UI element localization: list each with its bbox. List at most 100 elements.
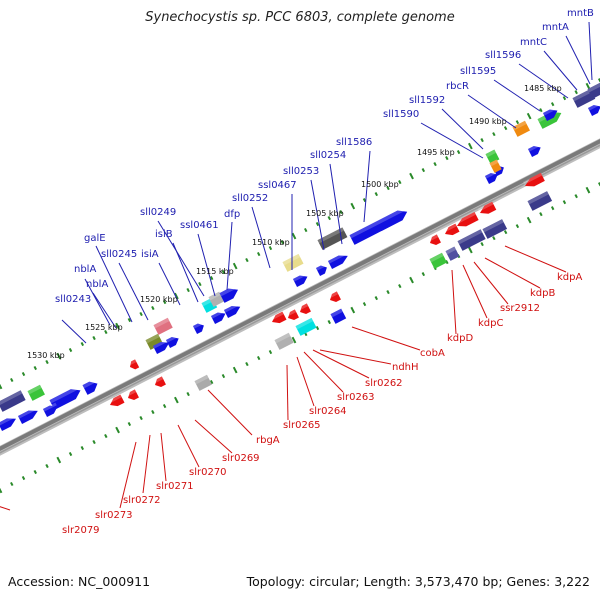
fwd-inner-gene-4-shape [152, 341, 170, 355]
map-title: Synechocystis sp. PCC 6803, complete gen… [145, 10, 455, 25]
leader-mntC [543, 50, 578, 91]
leader-kdpB [484, 257, 541, 289]
rev-gene-9-shade [442, 223, 457, 233]
leader-slr0270 [177, 424, 200, 468]
fwd-gene-6-shade [153, 317, 170, 329]
fwd-inner-gene-6-shape [192, 323, 204, 335]
tick-mark [515, 120, 520, 125]
tick-mark [492, 132, 496, 137]
tick-mark [585, 186, 591, 194]
tick-mark [503, 126, 508, 131]
feature-box-2-shape [274, 332, 294, 350]
tick-mark [445, 156, 449, 161]
feature-box-3 [295, 317, 317, 336]
fwd-gene-12 [349, 206, 408, 245]
tick-mark [115, 426, 120, 434]
tick-mark [151, 409, 155, 415]
fwd-gene-1-shade [0, 390, 23, 406]
fwd-gene-11-shade [317, 227, 345, 244]
rev-gene-9 [442, 223, 460, 236]
accession-text: Accession: NC_000911 [8, 574, 151, 589]
fwd-gene-12-shade [349, 206, 407, 239]
fwd-gene-9-shade [219, 284, 238, 297]
leader-sll0254 [329, 163, 343, 245]
rev-gene-3 [152, 376, 166, 387]
rev-gene-3-shade [152, 376, 164, 384]
rev-gene-6-shape [288, 309, 299, 320]
rev-gene-3-shape [155, 376, 166, 387]
rev-gene-6 [285, 309, 299, 320]
leader-sll1592 [441, 108, 484, 150]
rev-gene-6-shade [285, 309, 297, 317]
tick-mark [445, 260, 449, 265]
gene-label-rbgA: rbgA [256, 435, 280, 446]
leader-kdpC [462, 264, 488, 319]
tick-mark [362, 302, 367, 307]
rev-gene-11-shape [480, 201, 497, 214]
genome-backbone [0, 138, 600, 456]
tick-mark [562, 200, 567, 205]
tick-mark [174, 292, 179, 300]
gene-label-slr0262: slr0262 [365, 378, 403, 389]
fwd-gene-8-shape [208, 291, 225, 307]
tick-mark [127, 317, 132, 323]
feature-box-11-shape [489, 159, 502, 173]
tick-mark [421, 272, 426, 277]
tick-mark [374, 192, 378, 197]
gene-label-sll1595: sll1595 [460, 66, 496, 77]
fwd-inner-gene-12 [484, 170, 498, 185]
fwd-inner-gene-11 [327, 251, 348, 270]
rev-gene-2-shape [128, 389, 139, 400]
feature-box-4 [330, 308, 347, 324]
leader-sll0252 [251, 206, 271, 269]
fwd-inner-gene-3 [42, 402, 58, 418]
tick-mark [92, 439, 96, 445]
tick-mark [374, 296, 378, 301]
tick-mark [174, 396, 179, 404]
gene-label-slr0271: slr0271 [156, 481, 194, 492]
feature-box-7-shade [457, 229, 483, 245]
fwd-gene-10-shade [282, 253, 301, 266]
tick-mark [232, 262, 238, 270]
fwd-inner-gene-3-shape [42, 405, 58, 418]
gene-label-dfp: dfp [224, 209, 240, 220]
fwd-inner-gene-9-shape [292, 275, 308, 288]
fwd-inner-gene-16 [587, 102, 600, 117]
rev-gene-2-shade [125, 389, 137, 397]
tick-mark [256, 252, 261, 257]
fwd-inner-gene-10 [315, 263, 327, 277]
tick-mark [268, 246, 273, 251]
fwd-inner-gene-14-shade [527, 143, 540, 152]
tick-mark [56, 352, 62, 360]
fwd-inner-gene-3-shade [42, 402, 57, 412]
tick-mark [315, 326, 320, 331]
feature-box-2 [274, 332, 294, 350]
fwd-inner-gene-2-shape [17, 410, 38, 425]
tick-mark [574, 194, 578, 199]
leader-sll0245 [118, 262, 149, 321]
leader-nblA [84, 278, 111, 326]
fwd-inner-gene-14 [527, 143, 541, 158]
feature-box-1-shape [194, 374, 212, 391]
tick-mark [80, 445, 85, 451]
gene-label-kdpB: kdpB [530, 288, 555, 299]
gene-label-ssl0461: ssl0461 [180, 220, 219, 231]
tick-mark [539, 212, 543, 217]
fwd-gene-4-shape [82, 381, 98, 395]
rev-gene-4-shape [130, 359, 140, 370]
fwd-gene-13-shape [512, 120, 530, 137]
gene-label-nblA: nblA [74, 264, 96, 275]
fwd-inner-gene-9-shade [292, 272, 307, 282]
leader-kdpD [451, 269, 457, 335]
tick-mark [10, 377, 14, 383]
gene-label-slr0269: slr0269 [222, 453, 260, 464]
leader-dfp [226, 221, 233, 291]
tick-mark [398, 180, 402, 185]
rev-gene-7 [297, 303, 311, 314]
tick-mark [468, 142, 473, 150]
tick-mark [409, 172, 414, 180]
fwd-inner-gene-16-shape [587, 104, 600, 117]
tick-mark [10, 481, 14, 487]
